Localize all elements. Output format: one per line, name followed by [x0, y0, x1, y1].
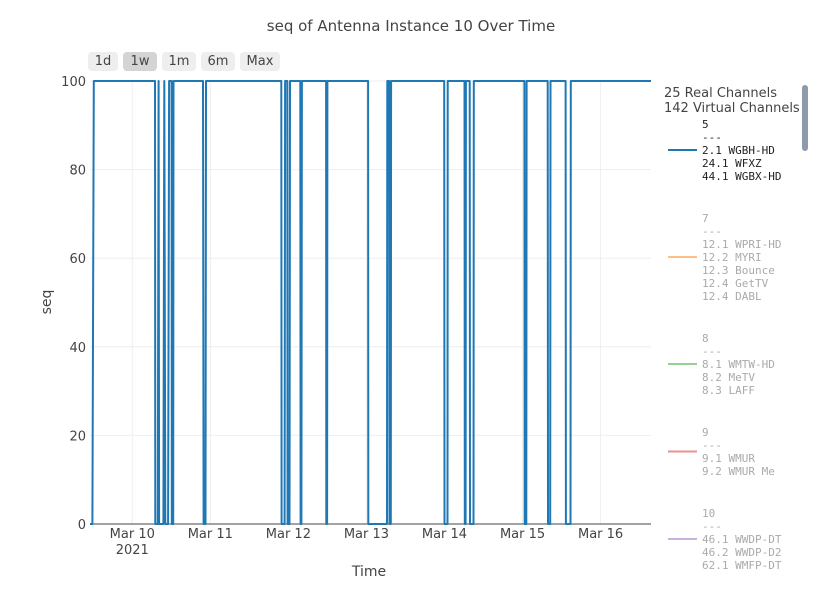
- legend-group-name: 7: [702, 212, 709, 225]
- y-tick-label: 0: [78, 518, 86, 533]
- legend-channel: 12.2 MYRI: [702, 251, 762, 264]
- legend-separator: ---: [702, 345, 722, 358]
- legend-header-real: 25 Real Channels: [664, 86, 777, 101]
- legend-channel: 2.1 WGBH-HD: [702, 144, 775, 157]
- legend-group-name: 9: [702, 426, 709, 439]
- y-tick-label: 20: [69, 429, 86, 444]
- legend-separator: ---: [702, 131, 722, 144]
- x-tick-label: Mar 11: [188, 527, 233, 542]
- legend-channel: 46.2 WWDP-D2: [702, 546, 781, 559]
- legend-channel: 8.3 LAFF: [702, 384, 755, 397]
- legend-channel: 24.1 WFXZ: [702, 157, 762, 170]
- legend[interactable]: 25 Real Channels 142 Virtual Channels 5-…: [664, 86, 800, 572]
- legend-channel: 12.4 DABL: [702, 290, 762, 303]
- legend-group-name: 5: [702, 118, 709, 131]
- y-axis-label: seq: [39, 290, 55, 315]
- legend-separator: ---: [702, 520, 722, 533]
- range-button-1m[interactable]: 1m: [162, 52, 196, 71]
- legend-channel: 8.2 MeTV: [702, 371, 755, 384]
- x-axis-label: Time: [351, 564, 386, 580]
- legend-group-name: 8: [702, 332, 709, 345]
- legend-channel: 8.1 WMTW-HD: [702, 358, 775, 371]
- legend-channel: 12.3 Bounce: [702, 264, 775, 277]
- range-button-1w[interactable]: 1w: [123, 52, 157, 71]
- x-tick-year-label: 2021: [116, 543, 149, 558]
- legend-separator: ---: [702, 439, 722, 452]
- y-tick-label: 80: [69, 164, 86, 179]
- x-tick-label: Mar 14: [422, 527, 467, 542]
- chart-title: seq of Antenna Instance 10 Over Time: [267, 17, 555, 35]
- x-tick-label: Mar 12: [266, 527, 311, 542]
- legend-separator: ---: [702, 225, 722, 238]
- range-button-6m[interactable]: 6m: [201, 52, 235, 71]
- legend-scrollbar[interactable]: [802, 85, 808, 151]
- y-tick-label: 60: [69, 252, 86, 267]
- legend-channel: 44.1 WGBX-HD: [702, 170, 781, 183]
- x-tick-label: Mar 16: [578, 527, 623, 542]
- legend-channel: 62.1 WMFP-DT: [702, 559, 782, 572]
- y-tick-label: 40: [69, 341, 86, 356]
- legend-channel: 12.4 GetTV: [702, 277, 769, 290]
- range-button-1d[interactable]: 1d: [88, 52, 118, 71]
- legend-channel: 9.1 WMUR: [702, 452, 755, 465]
- legend-header-virtual: 142 Virtual Channels: [664, 101, 800, 116]
- x-tick-label: Mar 13: [344, 527, 389, 542]
- legend-group-name: 10: [702, 507, 715, 520]
- range-button-max[interactable]: Max: [240, 52, 280, 71]
- series-layer: [90, 80, 651, 525]
- legend-channel: 9.2 WMUR Me: [702, 465, 775, 478]
- y-tick-label: 100: [61, 75, 86, 90]
- series-line-5: [90, 80, 651, 525]
- x-tick-label: Mar 15: [500, 527, 545, 542]
- legend-channel: 12.1 WPRI-HD: [702, 238, 781, 251]
- legend-channel: 46.1 WWDP-DT: [702, 533, 782, 546]
- x-tick-label: Mar 10: [110, 527, 155, 542]
